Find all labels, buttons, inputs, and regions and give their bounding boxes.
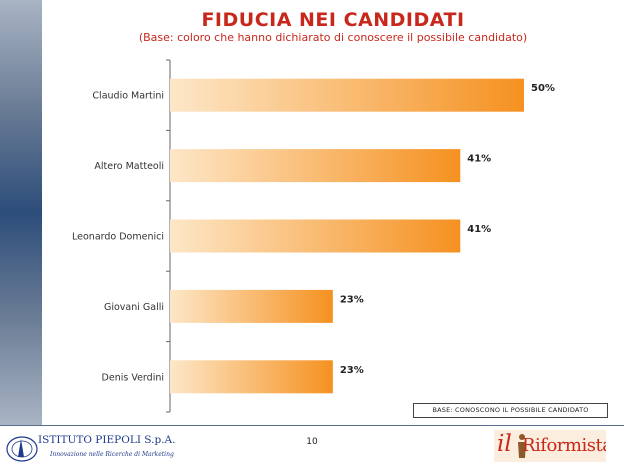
bar [170,149,461,183]
data-label: 23% [340,365,364,376]
base-note: BASE: CONOSCONO IL POSSIBILE CANDIDATO [413,403,608,418]
category-label: Claudio Martini [92,91,164,102]
category-label: Altero Matteoli [94,161,164,172]
category-label: Denis Verdini [102,372,164,383]
page-number: 10 [306,437,318,447]
logo-left-name: ISTITUTO PIEPOLI S.p.A. [38,434,176,446]
bar [170,219,461,253]
footer-divider [0,425,624,426]
piepoli-emblem-icon [6,436,38,462]
category-label: Leonardo Domenici [72,232,164,243]
data-label: 50% [531,83,555,94]
bar [170,289,333,323]
data-label: 41% [467,154,491,165]
il-riformista-logo: il Riformista [494,430,606,462]
category-label: Giovani Galli [104,302,164,313]
istituto-piepoli-logo: ISTITUTO PIEPOLI S.p.A. Innovazione nell… [4,430,175,464]
chart-title: FIDUCIA NEI CANDIDATI [201,9,465,31]
logo-left-tagline: Innovazione nelle Ricerche di Marketing [50,451,174,458]
bar [170,78,524,112]
bar-chart: Claudio Martini 50% Altero Matteoli 41% Leon… [72,59,555,413]
logo-right-il: il [497,431,512,457]
data-label: 41% [467,224,491,235]
chart-subtitle: (Base: coloro che hanno dichiarato di co… [138,31,528,44]
side-decoration-bar [0,0,42,425]
figure-icon [518,434,526,458]
bar [170,360,333,394]
logo-right-name: Riformista [522,435,606,456]
data-label: 23% [340,294,364,305]
